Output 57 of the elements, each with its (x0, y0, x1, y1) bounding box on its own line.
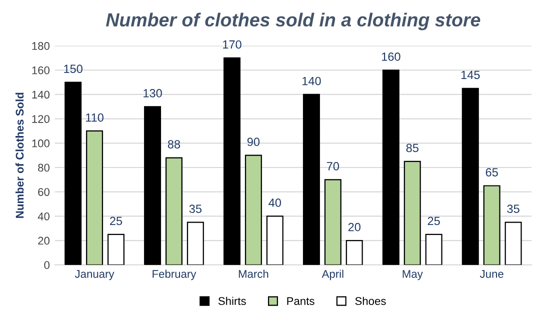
bar (165, 157, 182, 265)
legend-label: Shirts (218, 296, 246, 305)
x-tick-label: March (238, 270, 268, 278)
bar (244, 154, 262, 265)
y-axis-title: Number of Clothes Sold (15, 92, 24, 218)
bar (266, 216, 284, 265)
data-label: 88 (168, 140, 180, 148)
y-tick-label: 140 (32, 90, 50, 99)
bar (425, 234, 442, 265)
bar (86, 130, 104, 265)
data-label: 70 (326, 162, 340, 170)
x-tick-label: February (152, 270, 196, 280)
x-tick-label: May (402, 270, 423, 280)
data-label: 140 (302, 76, 321, 86)
data-label: 25 (428, 216, 440, 226)
data-label: 25 (110, 216, 122, 226)
bar (144, 106, 162, 265)
bar (483, 185, 500, 265)
data-label: 110 (86, 113, 104, 122)
bar (64, 82, 82, 265)
data-label: 150 (64, 64, 82, 74)
bar (324, 179, 342, 265)
y-tick-label: 180 (32, 42, 50, 50)
data-label: 85 (406, 144, 418, 152)
data-label: 90 (247, 138, 260, 146)
y-tick-label: 80 (38, 164, 50, 172)
bar (223, 57, 240, 265)
bar (382, 70, 400, 265)
x-tick-label: January (74, 270, 114, 280)
y-tick-label: 160 (32, 66, 50, 74)
data-label: 65 (486, 168, 498, 176)
data-label: 35 (189, 204, 202, 213)
y-tick-label: 0 (44, 261, 50, 270)
bar (404, 160, 421, 265)
y-tick-label: 40 (38, 212, 50, 220)
chart-title: Number of clothes sold in a clothing store (106, 12, 480, 30)
data-label: 145 (461, 70, 480, 80)
bar (462, 88, 479, 265)
x-tick-label: June (480, 270, 504, 278)
y-tick-label: 120 (32, 115, 50, 123)
bar (504, 222, 522, 265)
bar (346, 240, 363, 265)
data-label: 40 (268, 198, 282, 207)
y-tick-label: 60 (38, 188, 50, 196)
data-label: 170 (223, 40, 242, 49)
legend-label: Shoes (355, 296, 386, 305)
data-label: 35 (507, 204, 520, 213)
data-label: 160 (382, 52, 400, 61)
data-label: 20 (348, 222, 360, 232)
legend-label: Pants (287, 297, 314, 305)
bar (107, 234, 124, 265)
x-tick-label: April (322, 270, 344, 280)
bar (302, 94, 320, 265)
y-tick-label: 20 (38, 236, 50, 245)
bar (186, 222, 204, 265)
y-tick-label: 100 (32, 139, 50, 148)
data-label: 130 (144, 89, 162, 98)
